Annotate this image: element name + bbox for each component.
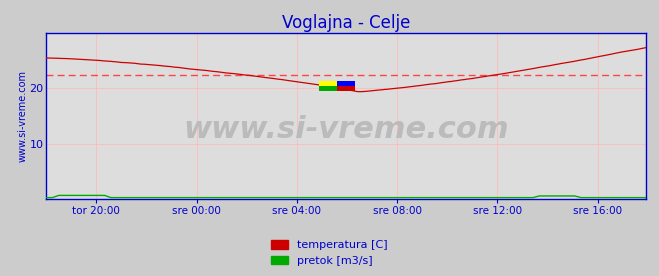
Y-axis label: www.si-vreme.com: www.si-vreme.com	[18, 70, 28, 162]
Legend: temperatura [C], pretok [m3/s]: temperatura [C], pretok [m3/s]	[267, 236, 392, 270]
FancyBboxPatch shape	[337, 86, 355, 91]
FancyBboxPatch shape	[337, 81, 355, 86]
Title: Voglajna - Celje: Voglajna - Celje	[282, 14, 410, 31]
FancyBboxPatch shape	[319, 86, 337, 91]
FancyBboxPatch shape	[319, 81, 337, 86]
Text: www.si-vreme.com: www.si-vreme.com	[183, 115, 509, 144]
